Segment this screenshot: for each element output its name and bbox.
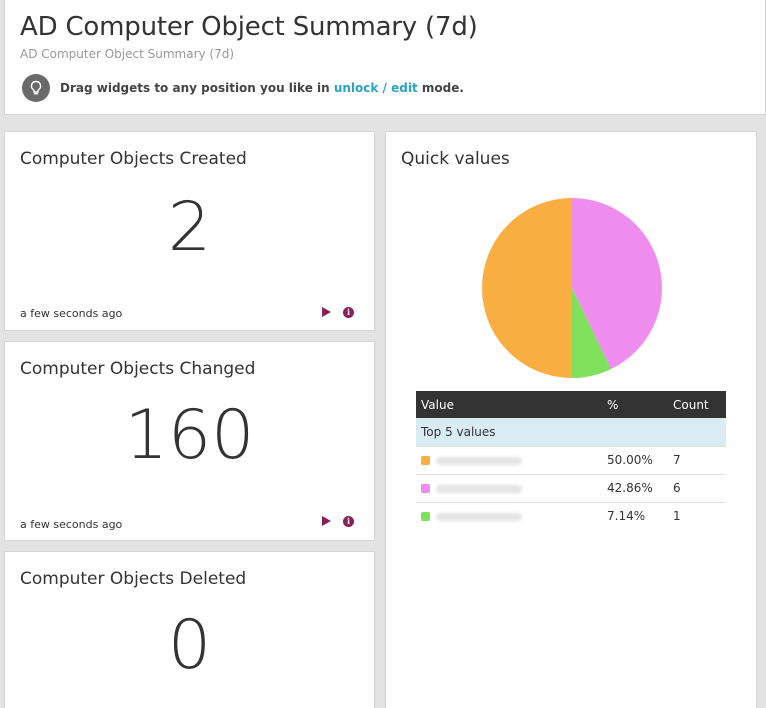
redacted-value — [436, 484, 522, 493]
table-header-row: Value % Count — [416, 391, 726, 418]
pie-chart — [482, 198, 662, 378]
quick-values-table: Value % Count Top 5 values 50.00% 7 42.8… — [416, 391, 726, 530]
widget-updated: a few seconds ago — [20, 307, 123, 320]
pie-slice-2[interactable] — [572, 198, 662, 370]
color-swatch — [421, 512, 430, 522]
widget-value: 160 — [124, 396, 255, 475]
play-icon[interactable] — [321, 307, 331, 317]
value-cell — [416, 502, 602, 530]
widget-title: Computer Objects Deleted — [20, 569, 247, 589]
info-icon[interactable]: i — [343, 516, 354, 527]
dashboard-header: AD Computer Object Summary (7d) AD Compu… — [4, 0, 766, 115]
table-group-row: Top 5 values — [416, 418, 726, 447]
color-swatch — [421, 456, 430, 465]
page-subtitle: AD Computer Object Summary (7d) — [20, 47, 235, 61]
widget-computer-objects-created[interactable]: Computer Objects Created 2 a few seconds… — [4, 131, 375, 331]
group-label: Top 5 values — [416, 418, 726, 447]
count-cell: 1 — [673, 509, 681, 524]
widget-computer-objects-changed[interactable]: Computer Objects Changed 160 a few secon… — [4, 341, 375, 541]
table-row[interactable]: 42.86% 6 — [416, 474, 726, 503]
unlock-edit-link[interactable]: unlock / edit — [333, 81, 418, 95]
column-header-percent[interactable]: % — [602, 391, 668, 418]
hint-text: Drag widgets to any position you like in… — [60, 81, 464, 95]
percent-cell: 7.14% — [607, 509, 646, 524]
edit-hint: Drag widgets to any position you like in… — [22, 74, 464, 102]
pie-slice-3[interactable] — [572, 288, 612, 378]
widget-quick-values[interactable]: Quick values Value % Count Top 5 values … — [385, 131, 757, 708]
percent-cell: 42.86% — [602, 474, 668, 503]
count-cell: 6 — [668, 474, 726, 503]
page-title: AD Computer Object Summary (7d) — [20, 12, 478, 42]
table-row[interactable]: 7.14% 1 — [416, 502, 726, 530]
widget-title: Quick values — [401, 149, 510, 169]
info-icon[interactable]: i — [343, 307, 354, 318]
redacted-value — [436, 512, 522, 521]
percent-cell: 50.00% — [602, 446, 668, 475]
value-cell — [416, 446, 602, 475]
widget-title: Computer Objects Changed — [20, 359, 256, 379]
widget-computer-objects-deleted[interactable]: Computer Objects Deleted 0 — [4, 551, 375, 708]
widget-value: 0 — [167, 606, 212, 685]
pie-slice-1[interactable] — [482, 198, 572, 378]
widget-value: 2 — [167, 188, 212, 267]
count-cell: 7 — [668, 446, 726, 475]
column-header-value[interactable]: Value — [416, 391, 602, 418]
table-row[interactable]: 50.00% 7 — [416, 446, 726, 475]
color-swatch — [421, 484, 430, 493]
widget-title: Computer Objects Created — [20, 149, 247, 169]
value-cell — [416, 474, 602, 503]
lightbulb-icon — [22, 74, 50, 102]
redacted-value — [436, 456, 522, 465]
column-header-count[interactable]: Count — [668, 391, 726, 418]
widget-updated: a few seconds ago — [20, 518, 123, 531]
play-icon[interactable] — [321, 516, 331, 526]
